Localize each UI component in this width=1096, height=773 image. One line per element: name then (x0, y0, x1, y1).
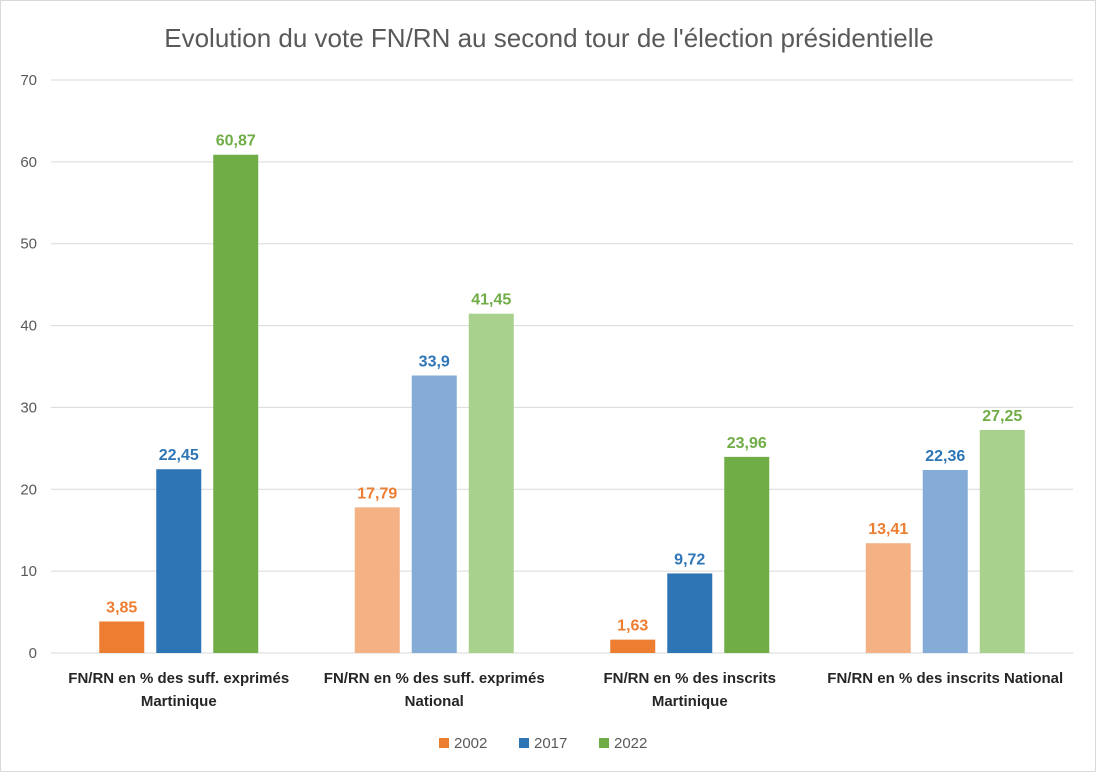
y-axis-ticks: 0 10 20 30 40 50 60 70 (20, 72, 37, 662)
bar-2022-4 (979, 429, 1025, 653)
data-label-2002-2: 17,79 (357, 485, 397, 502)
x-axis-label: FN/RN en % des suff. exprimés (68, 670, 289, 687)
x-axis-label: FN/RN en % des inscrits (603, 670, 776, 687)
x-axis-label: FN/RN en % des suff. exprimés (324, 670, 545, 687)
legend: 2002 2017 2022 (439, 735, 647, 752)
bar-2022-2 (468, 313, 514, 653)
x-axis-label: National (405, 693, 464, 710)
legend-label-2002: 2002 (454, 735, 487, 752)
bar-2002-3 (610, 639, 656, 653)
bar-2017-4 (922, 469, 968, 653)
y-tick-label: 10 (20, 563, 37, 580)
data-label-2017-1: 22,45 (159, 447, 199, 464)
data-label-2017-2: 33,9 (419, 354, 450, 371)
y-tick-label: 30 (20, 399, 37, 416)
data-label-2002-1: 3,85 (106, 599, 137, 616)
bar-2022-3 (724, 456, 770, 653)
chart-title: Evolution du vote FN/RN au second tour d… (164, 23, 934, 53)
bar-2002-2 (354, 507, 400, 653)
bar-2002-1 (99, 621, 145, 653)
data-label-2002-3: 1,63 (617, 618, 648, 635)
bars (99, 154, 1025, 653)
x-axis-labels: FN/RN en % des suff. exprimés Martinique F… (68, 670, 1063, 710)
data-label-2022-4: 27,25 (982, 408, 1022, 425)
bar-2017-3 (667, 573, 713, 653)
x-axis-label: FN/RN en % des inscrits National (827, 670, 1063, 687)
data-label-2002-4: 13,41 (868, 521, 908, 538)
y-tick-label: 70 (20, 72, 37, 89)
bar-2017-2 (411, 375, 457, 653)
data-label-2017-3: 9,72 (674, 551, 705, 568)
legend-label-2022: 2022 (614, 735, 647, 752)
data-label-2022-2: 41,45 (471, 292, 511, 309)
data-label-2022-1: 60,87 (216, 133, 256, 150)
x-axis-label: Martinique (652, 693, 728, 710)
data-label-2017-4: 22,36 (925, 448, 965, 465)
legend-swatch-2002 (439, 738, 449, 748)
bar-2017-1 (156, 469, 202, 653)
bar-2022-1 (213, 154, 259, 653)
y-tick-label: 20 (20, 481, 37, 498)
data-label-2022-3: 23,96 (727, 435, 767, 452)
legend-label-2017: 2017 (534, 735, 567, 752)
legend-swatch-2022 (599, 738, 609, 748)
x-axis-label: Martinique (141, 693, 217, 710)
y-tick-label: 0 (29, 645, 37, 662)
y-tick-label: 50 (20, 236, 37, 253)
y-tick-label: 40 (20, 318, 37, 335)
data-labels: 3,85 22,45 60,87 17,79 33,9 41,45 1,63 9,72 23,9… (106, 133, 1022, 635)
y-tick-label: 60 (20, 154, 37, 171)
bar-2002-4 (865, 543, 911, 653)
legend-swatch-2017 (519, 738, 529, 748)
gridlines (51, 79, 1073, 654)
